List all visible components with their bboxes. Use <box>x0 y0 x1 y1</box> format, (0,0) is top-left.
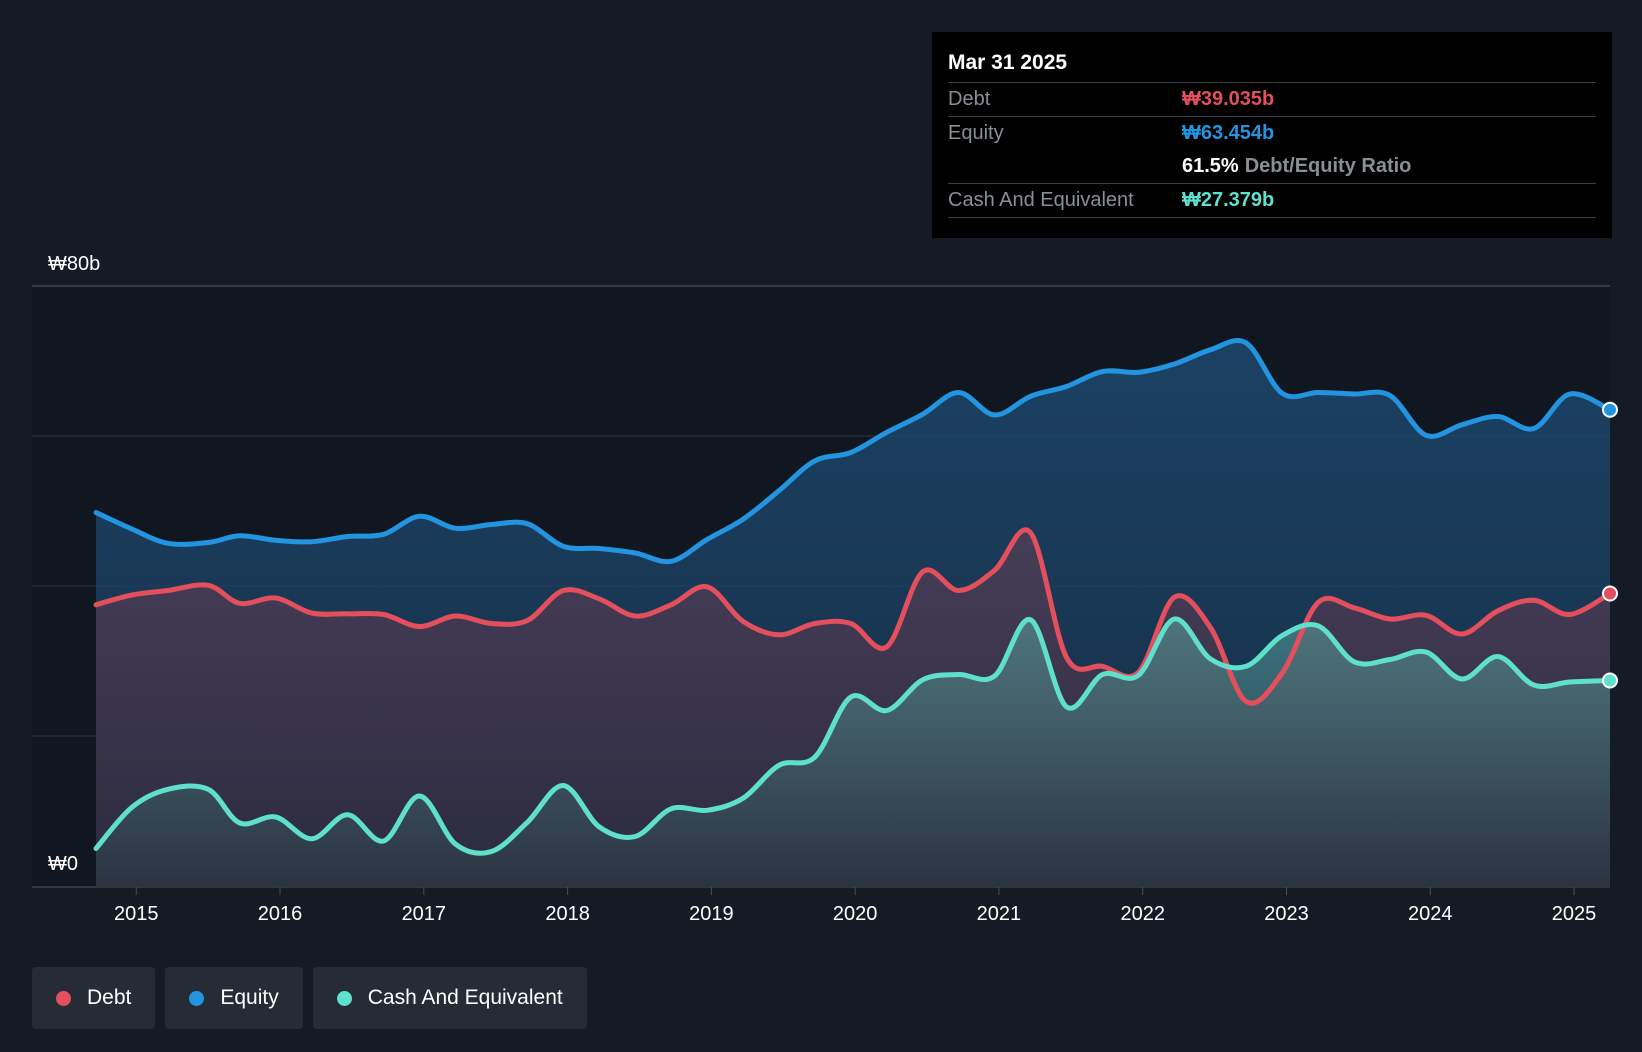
x-tick-label-2019: 2019 <box>689 903 734 925</box>
legend-label-debt: Debt <box>87 986 132 1009</box>
end-marker-cash-and-equivalent <box>1602 672 1618 689</box>
y-tick-label-bottom: ₩0 <box>48 853 78 875</box>
x-tick-label-2024: 2024 <box>1408 903 1453 925</box>
line-cash-and-equivalent <box>93 616 1613 856</box>
x-tick-label-2020: 2020 <box>833 903 878 925</box>
tooltip-label-equity: Equity <box>948 122 1004 144</box>
tooltip-row-debt: Debt ₩39.035b <box>948 83 1596 117</box>
x-tick-label-2015: 2015 <box>114 903 159 925</box>
x-tick-label-2016: 2016 <box>258 903 303 925</box>
line-debt <box>93 527 1613 706</box>
end-marker-debt <box>1602 585 1618 602</box>
line-equity <box>93 338 1613 565</box>
x-axis-ticks: 2015 2016 2017 2018 2019 2020 2021 2022 2023 2024… <box>114 887 1596 925</box>
legend: Debt Equity Cash And Equivalent <box>32 967 587 1029</box>
end-marker-equity <box>1602 401 1618 418</box>
x-tick-label-2018: 2018 <box>545 903 590 925</box>
tooltip-label-debt: Debt <box>948 88 991 110</box>
tooltip-value-cash: ₩27.379b <box>1182 189 1275 211</box>
tooltip-panel: Mar 31 2025 Debt ₩39.035b Equity ₩63.454… <box>932 32 1612 238</box>
legend-dot-debt <box>56 990 71 1006</box>
y-tick-label-top: ₩80b <box>48 253 100 275</box>
legend-item-equity[interactable]: Equity <box>165 967 303 1029</box>
series-lines <box>93 338 1613 856</box>
legend-label-equity: Equity <box>220 986 279 1009</box>
tooltip-date: Mar 31 2025 <box>948 48 1596 83</box>
tooltip-value-equity: ₩63.454b <box>1182 122 1275 144</box>
x-tick-label-2021: 2021 <box>977 903 1022 925</box>
x-tick-label-2022: 2022 <box>1120 903 1165 925</box>
tooltip-row-cash: Cash And Equivalent ₩27.379b <box>948 184 1596 218</box>
x-tick-label-2017: 2017 <box>402 903 447 925</box>
tooltip-label-cash: Cash And Equivalent <box>948 189 1134 211</box>
tooltip-label-ratio <box>948 150 1182 183</box>
legend-item-debt[interactable]: Debt <box>32 967 156 1029</box>
end-markers <box>1602 401 1618 689</box>
legend-label-cash: Cash And Equivalent <box>367 986 563 1009</box>
tooltip-value-ratio: 61.5% <box>1182 155 1239 177</box>
tooltip-row-ratio: 61.5% Debt/Equity Ratio <box>948 150 1596 184</box>
x-tick-label-2023: 2023 <box>1264 903 1309 925</box>
x-tick-label-2025: 2025 <box>1552 903 1597 925</box>
series-areas <box>96 340 1610 886</box>
legend-dot-cash <box>336 990 352 1006</box>
legend-item-cash[interactable]: Cash And Equivalent <box>312 967 587 1029</box>
area-cash-and-equivalent <box>96 618 1610 886</box>
tooltip-ratio-caption: Debt/Equity Ratio <box>1244 155 1412 177</box>
tooltip-value-debt: ₩39.035b <box>1182 88 1275 110</box>
legend-dot-equity <box>189 990 205 1006</box>
tooltip-row-equity: Equity ₩63.454b <box>948 117 1596 150</box>
